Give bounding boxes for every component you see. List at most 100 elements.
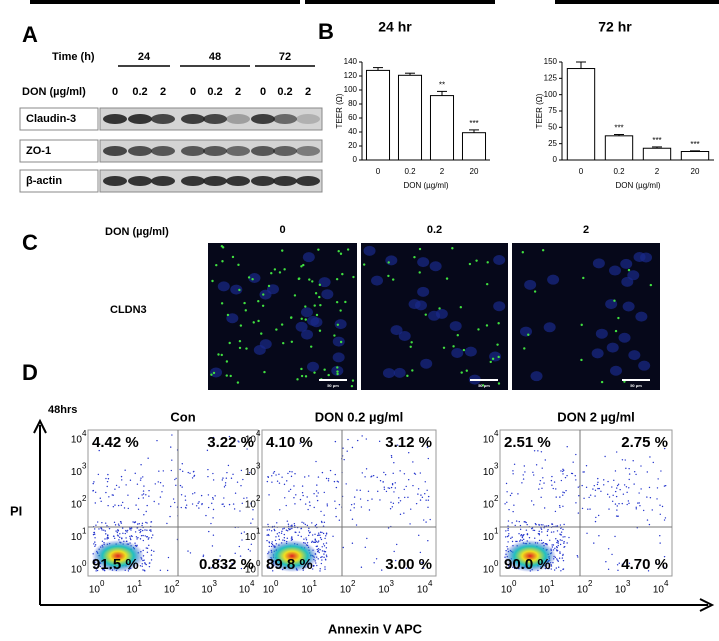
event — [562, 554, 564, 557]
nucleus — [230, 284, 243, 295]
signal — [238, 288, 241, 292]
signal — [243, 301, 246, 305]
nucleus — [321, 289, 334, 300]
event — [145, 510, 147, 513]
event — [611, 500, 614, 502]
signal — [293, 294, 297, 297]
y-tick-base: 10 — [71, 435, 83, 446]
signal — [335, 300, 339, 304]
event — [659, 542, 661, 544]
signal — [215, 263, 218, 267]
event — [205, 514, 207, 517]
event — [241, 502, 243, 505]
event — [551, 475, 553, 478]
event — [649, 456, 651, 458]
quadrant-value: 4.42 % — [92, 434, 139, 451]
event — [377, 490, 379, 493]
event — [158, 503, 160, 505]
x-tick-base: 10 — [201, 585, 213, 596]
event — [246, 448, 248, 450]
event — [120, 522, 123, 524]
event — [571, 472, 574, 475]
arrow-head — [33, 418, 47, 434]
event — [560, 531, 563, 533]
event — [534, 522, 537, 525]
nucleus — [306, 361, 319, 372]
event — [628, 562, 631, 564]
event — [116, 531, 119, 534]
event — [423, 519, 425, 521]
event — [99, 497, 101, 499]
event — [507, 527, 509, 530]
nucleus — [295, 321, 308, 332]
event — [105, 477, 107, 480]
event — [308, 527, 310, 530]
event — [560, 570, 562, 572]
event — [405, 567, 408, 569]
event — [266, 480, 269, 483]
signal — [327, 373, 330, 377]
event — [228, 435, 231, 438]
event — [603, 484, 605, 486]
event — [232, 503, 235, 505]
event — [533, 450, 536, 452]
event — [275, 474, 277, 476]
event — [268, 529, 271, 531]
event — [346, 450, 348, 452]
event — [313, 564, 315, 567]
event — [329, 469, 332, 472]
event — [338, 503, 341, 506]
event — [144, 529, 146, 531]
event — [299, 442, 301, 444]
y-axis-label: TEER (Ω) — [335, 93, 344, 128]
event — [136, 538, 138, 540]
band — [203, 146, 227, 156]
event — [365, 468, 368, 470]
event — [221, 479, 224, 481]
band — [128, 114, 152, 124]
signal — [236, 381, 240, 384]
event — [633, 483, 635, 485]
event — [107, 536, 109, 539]
event — [294, 531, 296, 533]
quadrant-value: 4.10 % — [266, 434, 313, 451]
event — [528, 537, 531, 539]
signal — [300, 374, 304, 378]
significance: *** — [652, 136, 661, 145]
event — [211, 545, 214, 547]
event — [293, 497, 295, 499]
event — [619, 488, 621, 491]
signal — [247, 276, 251, 279]
event — [171, 459, 173, 461]
event — [611, 486, 613, 488]
event — [429, 518, 431, 521]
event — [212, 508, 215, 511]
event — [594, 489, 597, 491]
signal — [580, 323, 583, 327]
bar — [365, 69, 391, 161]
event — [284, 497, 286, 499]
signal — [314, 292, 318, 295]
event — [581, 484, 583, 487]
event — [112, 494, 114, 496]
signal — [339, 340, 343, 344]
event — [577, 486, 580, 488]
event — [307, 530, 310, 532]
event — [512, 470, 514, 472]
event — [316, 548, 318, 551]
event — [562, 505, 564, 508]
signal — [210, 373, 213, 376]
event — [116, 534, 119, 536]
event — [638, 492, 640, 494]
nucleus — [519, 326, 532, 337]
signal — [220, 353, 223, 357]
event — [142, 569, 144, 571]
event — [324, 566, 326, 568]
event — [321, 531, 323, 534]
signal — [252, 321, 255, 324]
label-box — [19, 139, 99, 163]
event — [558, 557, 561, 559]
event — [337, 481, 340, 483]
event — [566, 474, 568, 477]
event — [553, 531, 555, 533]
